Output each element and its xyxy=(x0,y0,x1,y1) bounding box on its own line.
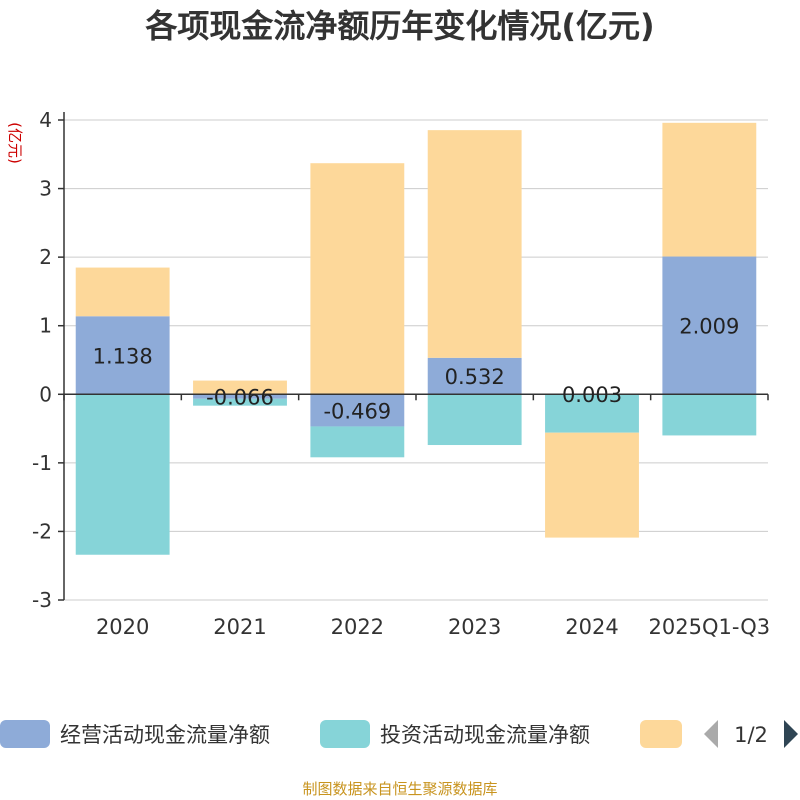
bar-series1-2021 xyxy=(193,394,287,399)
legend-swatch-series1 xyxy=(0,720,50,748)
legend-label-series1: 经营活动现金流量净额 xyxy=(60,723,270,747)
y-tick-label: -3 xyxy=(32,588,52,612)
data-label: -0.469 xyxy=(323,399,391,423)
bar-series3-2024 xyxy=(545,432,639,538)
data-label: 0.532 xyxy=(445,365,505,389)
legend-swatch-series2 xyxy=(320,720,370,748)
legend-label-series2: 投资活动现金流量净额 xyxy=(380,723,590,747)
bar-series3-2022 xyxy=(310,163,405,395)
y-tick-label: -1 xyxy=(32,451,52,475)
chart-title: 各项现金流净额历年变化情况(亿元) xyxy=(145,7,655,45)
y-tick-label: -2 xyxy=(32,519,52,543)
gridlines xyxy=(64,119,768,601)
bar-series3-2020 xyxy=(75,267,170,317)
legend-swatch-series3 xyxy=(640,720,682,748)
bar-series1-2022 xyxy=(310,394,405,427)
x-tick-label: 2024 xyxy=(565,615,618,639)
bar-series2-2023 xyxy=(427,394,522,446)
bar-series2-2022 xyxy=(310,426,405,458)
x-tick-label: 2023 xyxy=(448,615,501,639)
y-axis-unit-label: (亿元) xyxy=(6,122,24,164)
axes: -3 -2 -1 0 1 2 3 4 2020 2021 2022 2023 2024 2025Q1-Q3… xyxy=(6,108,770,639)
bar-series3-2023 xyxy=(427,130,522,358)
y-tick-label: 3 xyxy=(39,177,52,201)
legend[interactable]: 经营活动现金流量净额 投资活动现金流量净额 1/2 xyxy=(0,720,798,748)
data-label: 2.009 xyxy=(679,314,739,338)
legend-page-indicator: 1/2 xyxy=(734,723,768,747)
y-tick-label: 2 xyxy=(39,245,52,269)
data-label: -0.066 xyxy=(206,386,274,410)
bar-series2-2024 xyxy=(545,394,639,433)
x-tick-label: 2025Q1-Q3 xyxy=(649,615,771,639)
bar-series1-2023 xyxy=(427,357,522,395)
x-tick-label: 2020 xyxy=(96,615,149,639)
x-tick-label: 2022 xyxy=(331,615,384,639)
bar-series1-2020 xyxy=(75,316,170,395)
bar-series2-2020 xyxy=(75,394,170,555)
y-tick-label: 0 xyxy=(39,382,52,406)
bar-series3-2021 xyxy=(193,380,287,395)
legend-next-arrow-icon[interactable] xyxy=(784,720,798,748)
data-label: 1.138 xyxy=(93,344,153,368)
bar-series3-2025Q1-Q3 xyxy=(662,122,757,257)
data-labels: 1.138 -0.066 -0.469 0.532 0.003 2.009 xyxy=(93,314,740,423)
data-label: 0.003 xyxy=(562,383,622,407)
bar-series1-2025Q1-Q3 xyxy=(662,256,757,395)
bars xyxy=(75,122,757,555)
y-tick-label: 1 xyxy=(39,314,52,338)
x-tick-label: 2021 xyxy=(213,615,266,639)
bar-series2-2021 xyxy=(193,398,287,406)
legend-prev-arrow-icon[interactable] xyxy=(704,720,718,748)
data-source-note: 制图数据来自恒生聚源数据库 xyxy=(302,780,498,798)
y-tick-label: 4 xyxy=(39,108,52,132)
bar-series2-2025Q1-Q3 xyxy=(662,394,757,436)
